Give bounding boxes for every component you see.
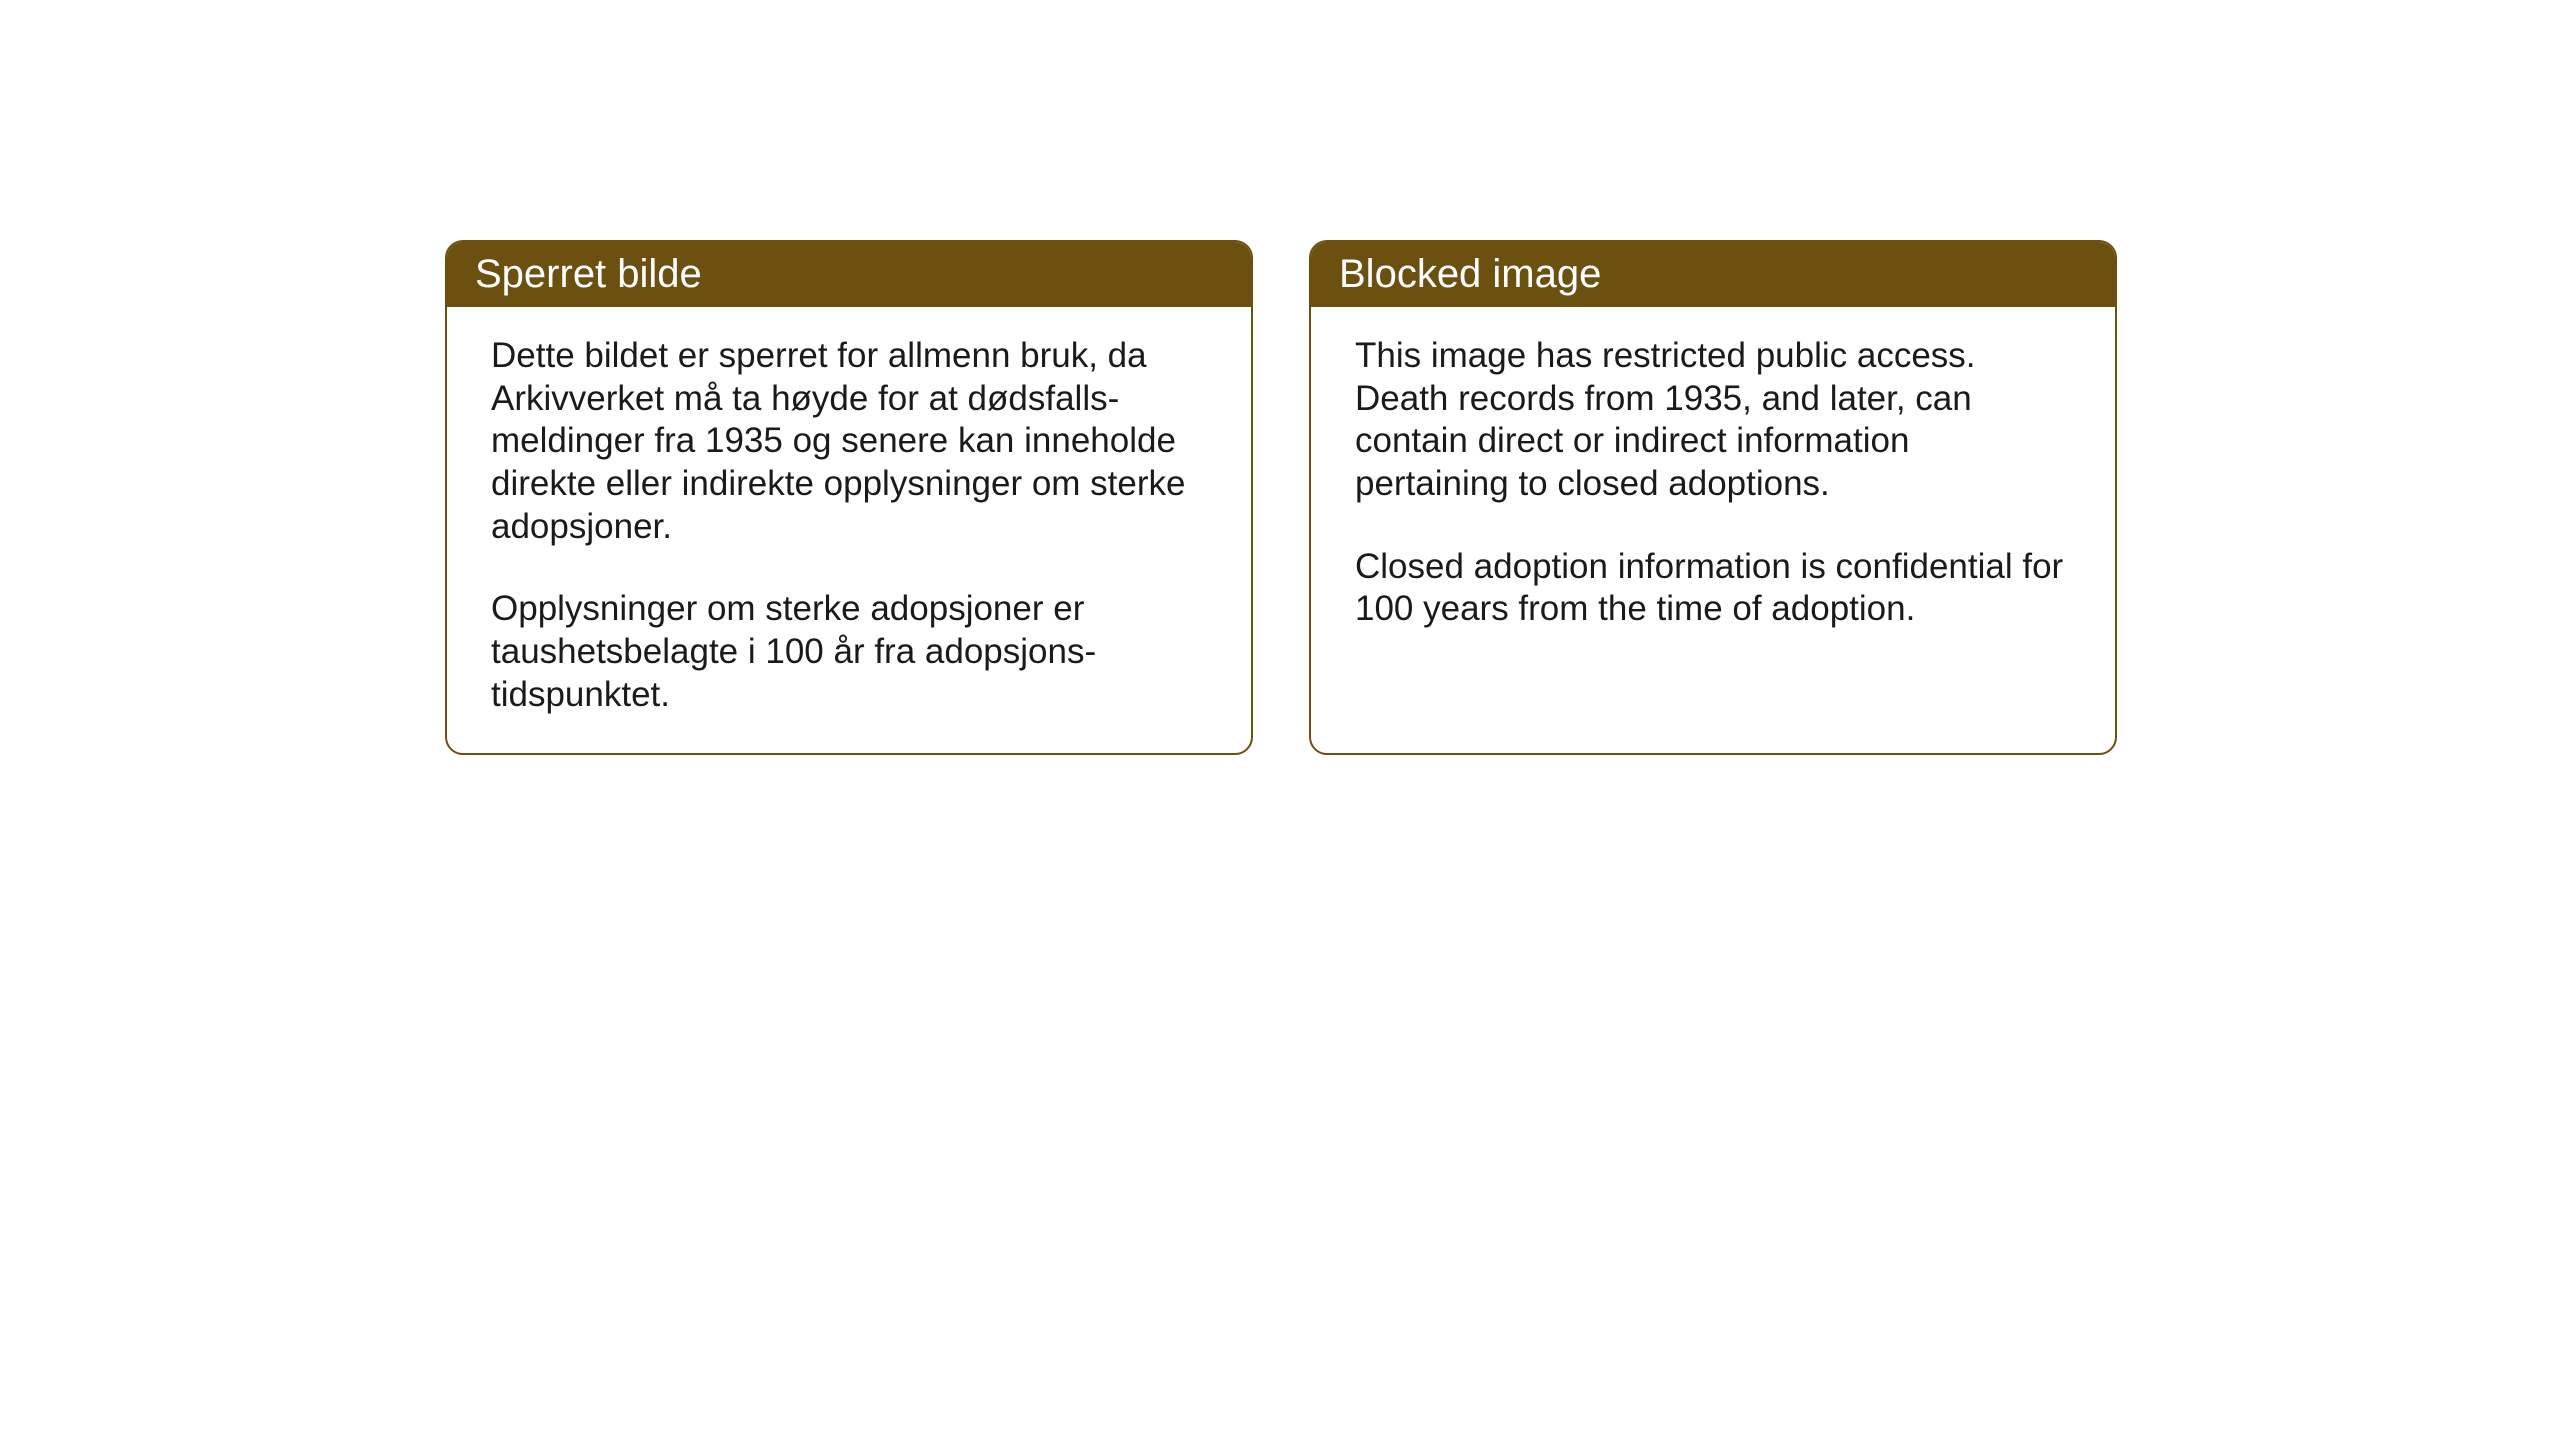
card-body-english: This image has restricted public access.… <box>1311 307 2115 667</box>
notice-cards-container: Sperret bilde Dette bildet er sperret fo… <box>445 240 2117 755</box>
card-title-english: Blocked image <box>1339 252 1601 296</box>
card-title-norwegian: Sperret bilde <box>475 252 702 296</box>
card-paragraph-1-english: This image has restricted public access.… <box>1355 335 2071 506</box>
card-paragraph-2-norwegian: Opplysninger om sterke adopsjoner er tau… <box>491 588 1207 716</box>
card-body-norwegian: Dette bildet er sperret for allmenn bruk… <box>447 307 1251 753</box>
card-paragraph-2-english: Closed adoption information is confident… <box>1355 546 2071 631</box>
card-header-english: Blocked image <box>1311 242 2115 307</box>
notice-card-english: Blocked image This image has restricted … <box>1309 240 2117 755</box>
card-paragraph-1-norwegian: Dette bildet er sperret for allmenn bruk… <box>491 335 1207 548</box>
card-header-norwegian: Sperret bilde <box>447 242 1251 307</box>
notice-card-norwegian: Sperret bilde Dette bildet er sperret fo… <box>445 240 1253 755</box>
